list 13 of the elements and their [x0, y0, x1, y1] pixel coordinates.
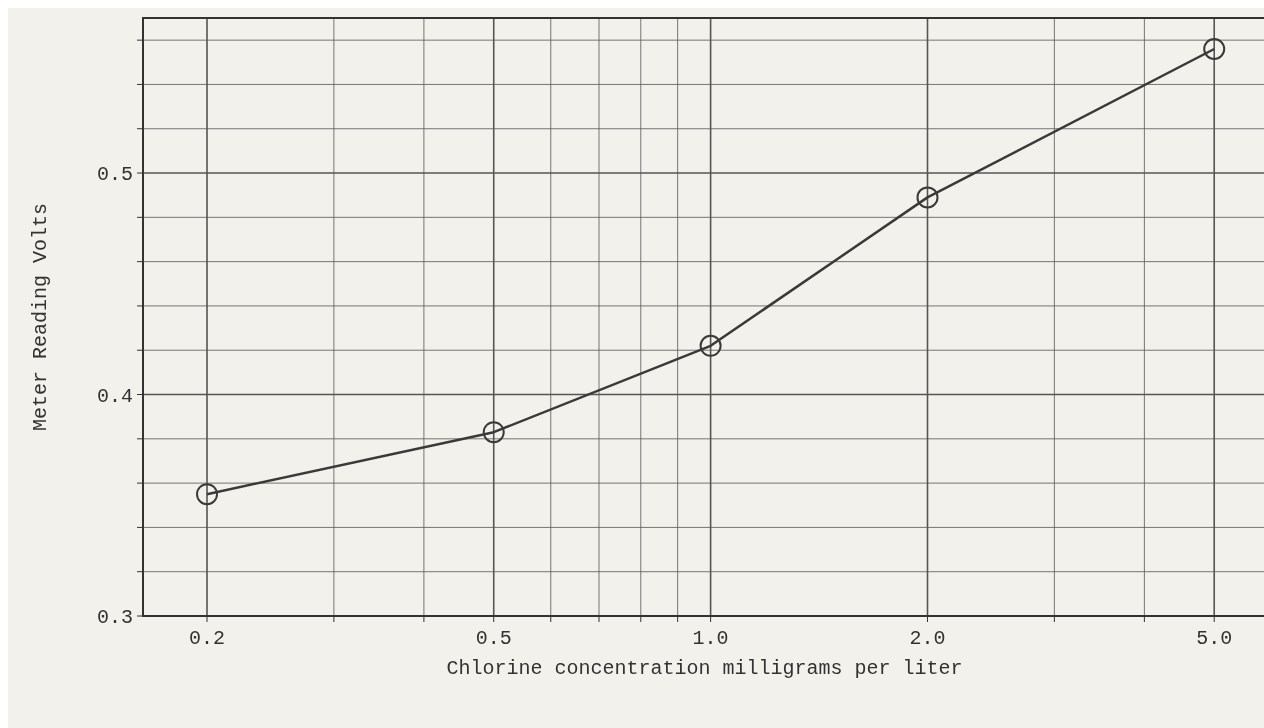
y-axis-title: Meter Reading Volts	[29, 202, 52, 432]
point	[196, 483, 219, 506]
x-tick-label: 0.2	[189, 627, 226, 650]
x-axis-title: Chlorine concentration milligrams per liter	[446, 657, 963, 680]
point	[699, 334, 722, 357]
x-tick-label: 0.5	[475, 627, 512, 650]
x-tick-label: 1.0	[692, 627, 729, 650]
y-tick-label: 0.4	[96, 384, 133, 408]
y-tick-label: 0.3	[96, 606, 133, 629]
point	[1203, 38, 1226, 61]
x-tick-label: 2.0	[909, 627, 946, 650]
y-tick-label: 0.5	[96, 163, 133, 187]
x-tick-label: 5.0	[1196, 627, 1233, 650]
